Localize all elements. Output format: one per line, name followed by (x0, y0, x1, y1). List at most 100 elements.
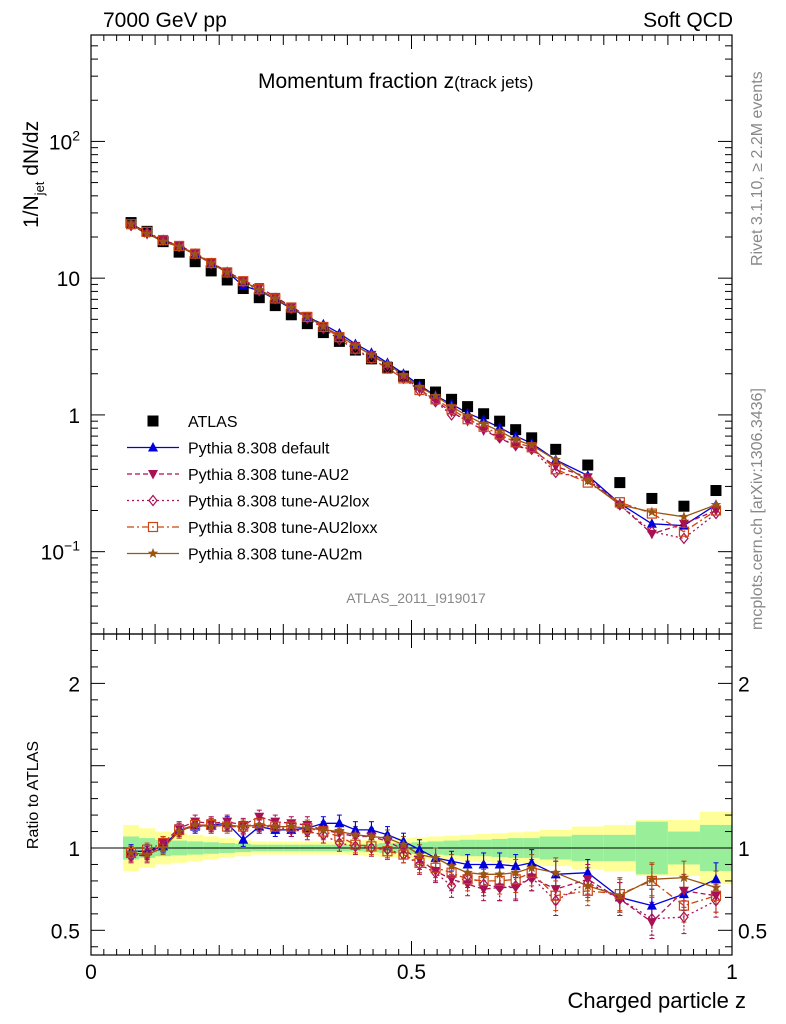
data-point-pythia-8-308-tune-au2m (141, 228, 153, 238)
data-point-pythia-8-308-tune-au2 (646, 529, 657, 540)
ratio-point-pythia-8-308-default (318, 817, 329, 828)
y-tick-label: 102 (49, 127, 80, 154)
ratio-line-pythia-8-308-tune-au2 (131, 816, 717, 923)
legend-marker-pythia-8-308-tune-au2lox (148, 494, 158, 507)
data-point-pythia-8-308-tune-au2 (710, 506, 721, 517)
ratio-point-pythia-8-308-tune-au2m (494, 868, 505, 879)
ratio-point-pythia-8-308-tune-au2m (350, 829, 361, 840)
legend-label-atlas: ATLAS (188, 414, 238, 431)
ratio-point-pythia-8-308-tune-au2m (414, 849, 425, 859)
data-point-pythia-8-308-tune-au2m (173, 241, 185, 252)
ratio-point-pythia-8-308-default (582, 867, 593, 877)
ratio-point-pythia-8-308-tune-au2lox (550, 894, 561, 907)
data-point-pythia-8-308-tune-au2m (318, 320, 329, 331)
data-point-pythia-8-308-tune-au2lox (414, 384, 425, 397)
ratio-point-pythia-8-308-tune-au2 (550, 885, 561, 895)
header-left: 7000 GeV pp (103, 9, 227, 32)
data-point-pythia-8-308-tune-au2 (678, 519, 689, 530)
data-point-pythia-8-308-tune-au2m (414, 381, 425, 392)
data-point-atlas (221, 274, 233, 286)
data-point-atlas (285, 309, 297, 321)
y-tick-label: 10 (57, 268, 80, 291)
x-axis-label: Charged particle z (567, 988, 746, 1013)
ratio-point-pythia-8-308-default (414, 844, 425, 854)
ratio-point-pythia-8-308-tune-au2m (238, 821, 249, 831)
ratio-point-pythia-8-308-tune-au2loxx (414, 857, 425, 868)
ratio-point-pythia-8-308-tune-au2lox (126, 850, 136, 863)
ratio-point-pythia-8-308-tune-au2m (334, 826, 345, 836)
main-title-text: Momentum fraction z (258, 70, 454, 93)
ratio-point-pythia-8-308-tune-au2m (286, 821, 297, 831)
ratio-point-pythia-8-308-tune-au2 (510, 883, 521, 894)
data-point-pythia-8-308-tune-au2lox (494, 431, 505, 444)
data-point-atlas (205, 265, 217, 277)
data-point-pythia-8-308-tune-au2lox (318, 322, 329, 335)
ratio-y-tick-label-right: 0.5 (738, 920, 767, 943)
legend-label-pythia-8-308-tune-au2m: Pythia 8.308 tune-AU2m (188, 547, 362, 564)
data-point-pythia-8-308-tune-au2lox (647, 525, 657, 538)
ratio-y-tick-label-right: 1 (738, 838, 750, 861)
data-point-pythia-8-308-tune-au2lox (430, 395, 441, 408)
ratio-point-pythia-8-308-tune-au2m (430, 852, 441, 863)
ratio-point-pythia-8-308-tune-au2lox (286, 823, 297, 836)
ratio-point-pythia-8-308-tune-au2m (222, 819, 233, 830)
y-tick-label: 10−1 (41, 538, 81, 565)
series-line-pythia-8-308-tune-au2loxx (130, 223, 717, 533)
main-title: Momentum fraction z(track jets) (258, 70, 533, 93)
ratio-point-pythia-8-308-tune-au2m (478, 868, 489, 879)
data-point-atlas (678, 500, 690, 512)
x-tick-label: 0.5 (397, 961, 426, 984)
ratio-point-pythia-8-308-tune-au2lox (302, 825, 313, 838)
header-right: Soft QCD (643, 9, 733, 32)
ratio-point-pythia-8-308-default (238, 834, 249, 844)
data-point-atlas (510, 424, 522, 436)
data-point-pythia-8-308-tune-au2lox (583, 473, 593, 485)
ratio-point-pythia-8-308-tune-au2m (254, 819, 265, 830)
ratio-point-pythia-8-308-default (510, 860, 521, 871)
data-point-pythia-8-308-tune-au2m (430, 390, 441, 401)
ratio-point-pythia-8-308-tune-au2lox (414, 858, 425, 871)
data-point-atlas (494, 415, 506, 427)
ratio-point-pythia-8-308-tune-au2 (462, 880, 473, 890)
data-point-pythia-8-308-tune-au2m (462, 410, 473, 421)
main-ylabel-sub: jet (32, 181, 47, 196)
data-point-pythia-8-308-tune-au2lox (350, 343, 361, 356)
ratio-point-pythia-8-308-default (646, 900, 657, 910)
legend-label-pythia-8-308-tune-au2loxx: Pythia 8.308 tune-AU2loxx (188, 520, 377, 537)
data-point-pythia-8-308-tune-au2m (614, 499, 626, 510)
ratio-y-tick-label-right: 2 (738, 673, 750, 696)
ratio-point-pythia-8-308-tune-au2loxx (398, 849, 409, 860)
main-frame (90, 34, 733, 635)
main-ylabel-rest: dN/dz (20, 121, 43, 182)
main-title-sub: (track jets) (454, 73, 533, 92)
data-point-atlas (253, 292, 265, 304)
legend-marker-pythia-8-308-tune-au2m (147, 548, 159, 558)
data-point-atlas (550, 443, 562, 455)
data-point-pythia-8-308-tune-au2m (710, 499, 722, 510)
data-point-atlas (614, 477, 626, 489)
data-point-pythia-8-308-tune-au2m (270, 293, 281, 303)
main-panel: 10−1 1 10 102 Momentum fraction z(track jet… (20, 34, 733, 635)
ratio-point-pythia-8-308-default (446, 855, 457, 866)
mcplots-label: mcplots.cern.ch [arXiv:1306.3436] (749, 388, 766, 630)
data-point-pythia-8-308-tune-au2m (350, 340, 361, 351)
ratio-point-pythia-8-308-tune-au2m (678, 872, 690, 883)
ratio-point-pythia-8-308-tune-au2loxx (350, 839, 361, 850)
data-point-atlas (582, 459, 594, 471)
data-point-pythia-8-308-tune-au2m (334, 330, 345, 341)
main-ylabel: 1/Njet dN/dz (20, 121, 47, 228)
ratio-point-pythia-8-308-tune-au2lox (366, 842, 377, 854)
ratio-point-pythia-8-308-tune-au2lox (526, 871, 537, 884)
y-tick-label: 1 (68, 405, 80, 428)
ratio-point-pythia-8-308-tune-au2m (189, 819, 201, 830)
data-point-pythia-8-308-default (646, 518, 657, 528)
data-point-atlas (462, 401, 474, 413)
ratio-point-pythia-8-308-default (494, 858, 505, 869)
x-tick-label: 0 (85, 961, 97, 984)
ratio-point-pythia-8-308-tune-au2m (157, 842, 169, 853)
ratio-point-pythia-8-308-tune-au2loxx (430, 862, 441, 873)
data-point-atlas (478, 408, 490, 420)
ratio-point-pythia-8-308-tune-au2lox (615, 893, 625, 905)
ratio-point-pythia-8-308-tune-au2 (382, 837, 393, 847)
